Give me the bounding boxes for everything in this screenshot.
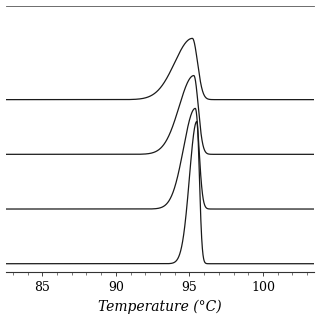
X-axis label: Temperature (°C): Temperature (°C) [98, 300, 222, 315]
